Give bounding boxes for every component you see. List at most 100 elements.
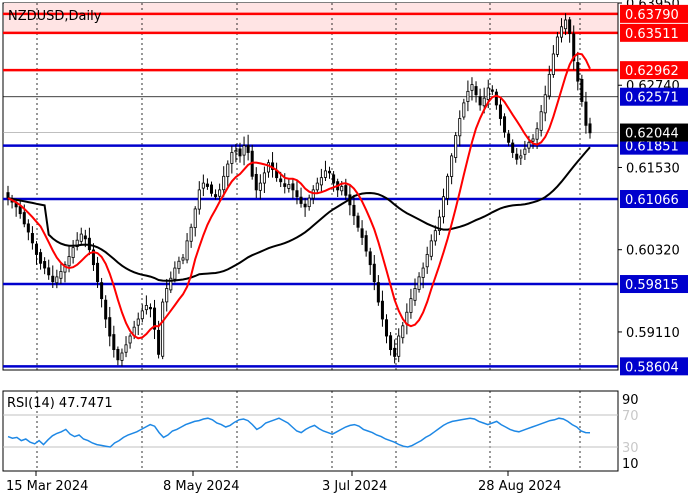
candle-41: [173, 261, 177, 283]
price-tag-label-5: 0.59815: [625, 278, 679, 293]
candle-101: [417, 272, 421, 293]
candle-132: [543, 85, 547, 122]
date-tick-label-3: 28 Aug 2024: [478, 479, 561, 494]
candle-121: [498, 97, 502, 126]
candle-32: [136, 312, 140, 336]
candle-6: [30, 226, 34, 250]
rsi-grid-layer: [36, 391, 581, 471]
candle-111: [458, 110, 462, 147]
candle-69: [287, 178, 291, 193]
rsi-title: RSI(14) 47.7471: [7, 396, 113, 411]
candle-139: [572, 25, 576, 70]
candle-30: [128, 333, 132, 349]
candle-5: [26, 219, 30, 241]
candle-33: [140, 304, 144, 323]
candle-46: [193, 206, 197, 237]
candle-92: [380, 290, 384, 327]
price-tick-label-2: 0.61530: [626, 161, 680, 176]
candle-134: [551, 45, 555, 78]
price-tag-label-6: 0.58604: [625, 360, 679, 375]
candle-53: [222, 166, 226, 197]
slow-moving-average-line: [7, 146, 591, 282]
candle-38: [161, 298, 165, 360]
candle-14: [63, 261, 67, 283]
candle-47: [197, 181, 201, 215]
candle-102: [421, 262, 425, 289]
candle-42: [177, 256, 181, 274]
candle-138: [568, 16, 572, 43]
candle-133: [547, 65, 551, 100]
candle-141: [580, 74, 584, 107]
candle-108: [446, 173, 450, 206]
candle-123: [507, 129, 511, 147]
price-tag-label-7: 0.62571: [625, 91, 679, 106]
price-tick-label-3: 0.60320: [626, 244, 680, 259]
price-tick-label-4: 0.59110: [626, 326, 680, 341]
candle-127: [523, 140, 527, 160]
candle-90: [372, 255, 376, 291]
candle-52: [218, 183, 222, 203]
candle-88: [364, 230, 368, 257]
candle-11: [51, 265, 55, 289]
candle-27: [116, 346, 120, 366]
price-panel: NZDUSD,Daily: [2, 2, 619, 371]
candle-48: [201, 174, 205, 197]
candles-layer: [6, 13, 592, 367]
candle-103: [425, 246, 429, 274]
candle-125: [515, 148, 519, 165]
candle-131: [539, 104, 543, 137]
candle-135: [555, 31, 559, 58]
candle-122: [503, 113, 507, 138]
candle-45: [189, 223, 193, 248]
candle-116: [478, 88, 482, 111]
candle-71: [295, 180, 299, 205]
candle-17: [75, 232, 79, 251]
date-tick-label-0: 15 Mar 2024: [6, 479, 88, 494]
candle-28: [120, 348, 124, 367]
candle-100: [413, 278, 417, 306]
candle-114: [470, 77, 474, 101]
price-tag-label-8: 0.62044: [625, 127, 679, 142]
candle-10: [47, 259, 51, 280]
candle-34: [144, 295, 148, 315]
candle-64: [266, 159, 270, 178]
candle-89: [368, 247, 372, 275]
candle-50: [209, 181, 214, 197]
candle-140: [576, 51, 580, 91]
price-tag-4: 0.61066: [620, 190, 688, 209]
candle-0: [6, 185, 10, 206]
candle-54: [226, 160, 230, 187]
candle-49: [205, 178, 209, 190]
candle-40: [169, 271, 173, 294]
candle-61: [254, 167, 258, 198]
date-tick-label-2: 3 Jul 2024: [322, 479, 387, 494]
price-tag-label-1: 0.63511: [625, 27, 679, 42]
price-tag-label-0: 0.63790: [625, 8, 679, 23]
candle-93: [384, 314, 389, 344]
candle-58: [242, 136, 246, 166]
candle-25: [108, 306, 112, 347]
candle-105: [433, 225, 437, 246]
candle-63: [262, 166, 266, 194]
candle-137: [564, 13, 568, 36]
candle-26: [112, 325, 116, 358]
candle-129: [531, 134, 535, 149]
candle-124: [511, 139, 515, 158]
candle-119: [490, 85, 494, 96]
candle-94: [389, 332, 393, 356]
price-tag-label-3: 0.61851: [625, 140, 679, 155]
candle-76: [315, 177, 319, 193]
candle-87: [360, 220, 364, 245]
candle-91: [376, 275, 380, 306]
candle-86: [356, 212, 360, 232]
candle-7: [34, 241, 39, 265]
candle-72: [299, 187, 303, 208]
candle-97: [401, 321, 405, 344]
candle-126: [519, 149, 523, 165]
candle-120: [494, 88, 498, 110]
candle-109: [450, 153, 454, 185]
candle-96: [397, 328, 401, 363]
